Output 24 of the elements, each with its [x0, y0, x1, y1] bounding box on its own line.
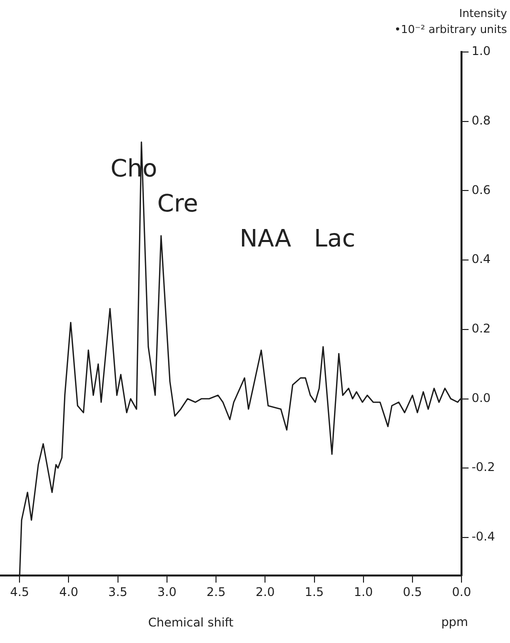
- y-tick-label: 0.4: [472, 252, 491, 266]
- y-tick-label: 0.2: [472, 322, 491, 336]
- x-tick-label: 4.5: [10, 584, 30, 599]
- x-tick-label: 3.0: [157, 584, 177, 599]
- y-tick-label: 1.0: [472, 44, 491, 58]
- x-tick-label: 1.5: [304, 584, 324, 599]
- text: ppm: [441, 614, 468, 629]
- annotation: Lac: [314, 224, 356, 253]
- x-tick-label: 2.0: [256, 584, 275, 599]
- y-tick-label: 0.8: [472, 113, 491, 128]
- y-tick-label: 0.0: [472, 390, 491, 405]
- y-axis-title: Intensity •10⁻² arbitrary units: [394, 6, 508, 36]
- x-tick-label: 1.0: [354, 584, 373, 599]
- annotation: NAA: [240, 224, 292, 253]
- x-tick-label: 2.5: [206, 584, 226, 599]
- x-tick-label: 4.0: [59, 584, 78, 599]
- annotation: Cre: [157, 190, 198, 218]
- x-tick-label: 0.5: [402, 584, 422, 599]
- x-tick-label: 0.0: [452, 584, 472, 599]
- x-tick-label: 3.5: [108, 584, 128, 599]
- x-axis-title: Chemical shift: [148, 616, 234, 630]
- y-tick-label: -0.4: [472, 530, 496, 544]
- y-tick-label: 0.6: [472, 182, 491, 197]
- y-tick-label: -0.2: [472, 460, 496, 474]
